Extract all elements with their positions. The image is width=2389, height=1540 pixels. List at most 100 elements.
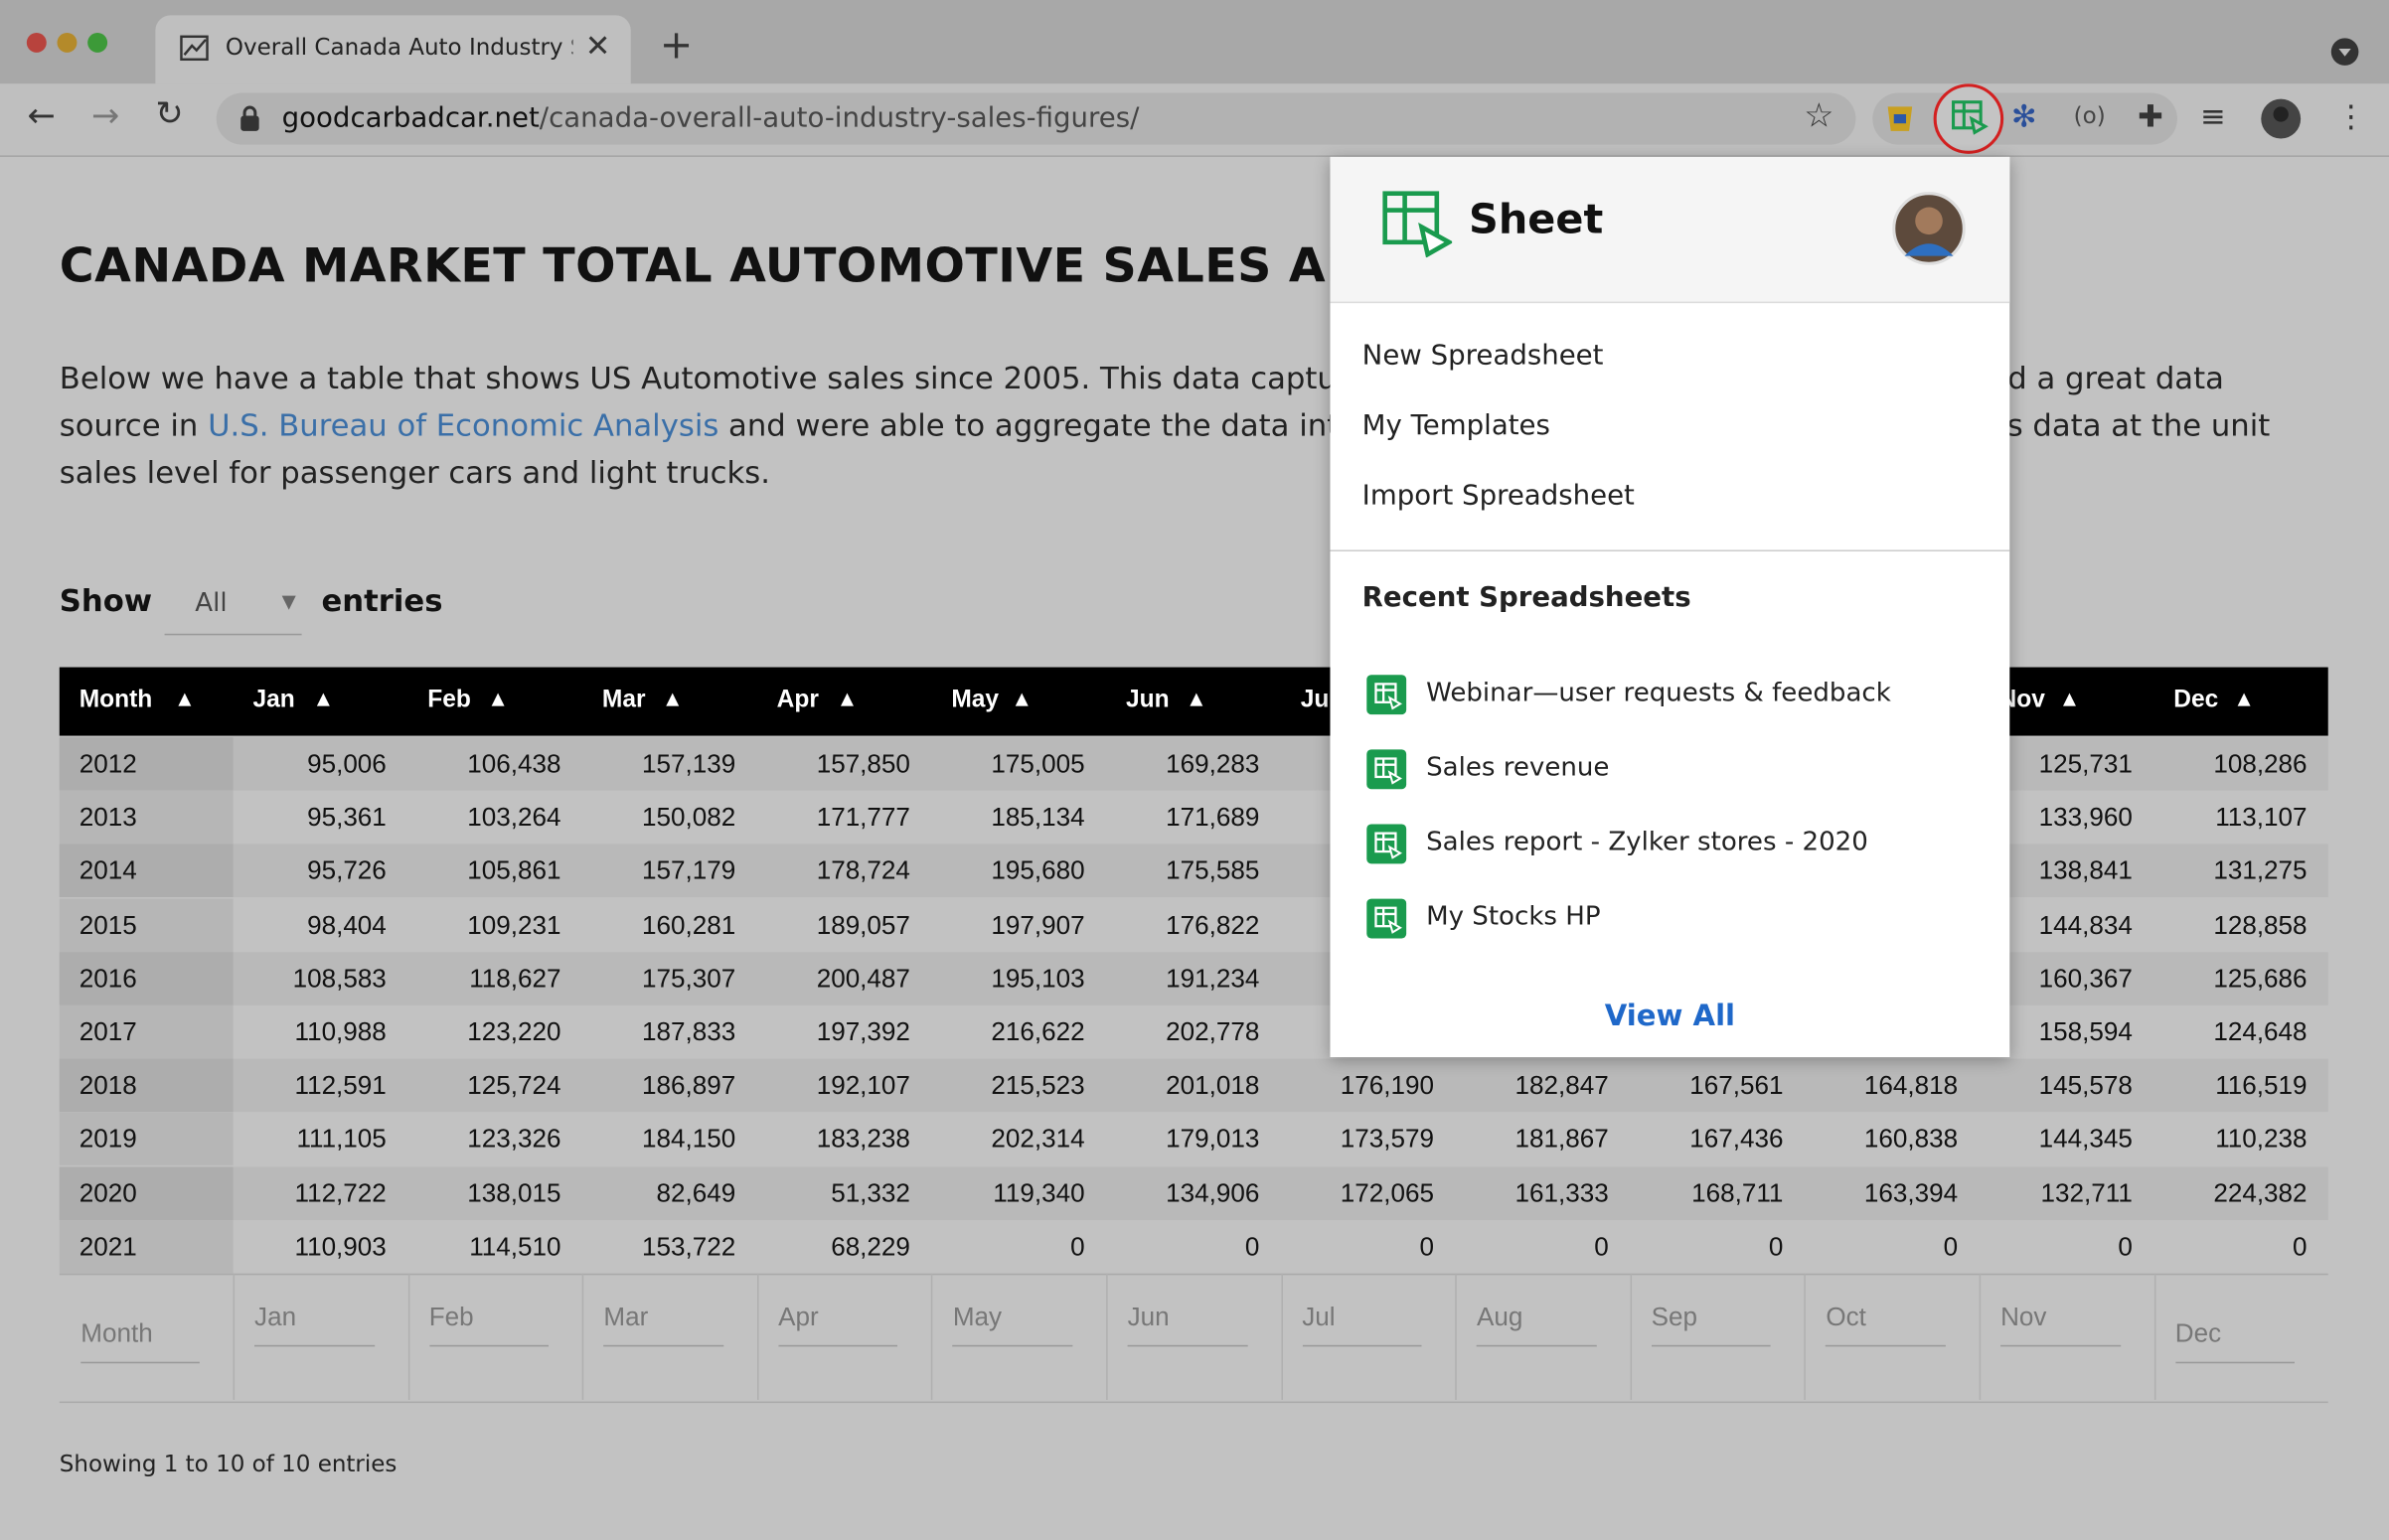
table-cell: 110,988 xyxy=(234,1017,387,1048)
bookmark-star[interactable]: ☆ xyxy=(1804,97,1833,135)
column-header[interactable]: Dec xyxy=(2173,687,2218,714)
user-avatar[interactable] xyxy=(1892,192,1966,265)
dropdown-arrow: ▼ xyxy=(282,591,296,612)
column-header[interactable]: May xyxy=(951,687,999,714)
column-divider xyxy=(1106,1274,1108,1400)
sheet-extension-icon[interactable] xyxy=(1932,82,2008,156)
table-cell: 0 xyxy=(1805,1232,1958,1263)
table-cell: 124,648 xyxy=(2153,1017,2307,1048)
reload-button[interactable]: ↻ xyxy=(155,96,183,134)
table-cell: 197,907 xyxy=(931,910,1084,941)
tab-search[interactable] xyxy=(2329,37,2360,68)
filter-input[interactable]: Apr xyxy=(778,1303,897,1346)
sheet-file-glyph xyxy=(1366,899,1406,939)
source-link[interactable]: U.S. Bureau of Economic Analysis xyxy=(208,406,718,443)
table-cell: 153,722 xyxy=(582,1232,735,1263)
table-cell: 168,711 xyxy=(1630,1178,1783,1209)
table-cell: 173,579 xyxy=(1281,1125,1434,1155)
table-cell: 114,510 xyxy=(407,1232,560,1263)
table-cell: 108,286 xyxy=(2153,749,2307,780)
table-cell: 95,726 xyxy=(234,856,387,887)
table-cell: 113,107 xyxy=(2153,803,2307,834)
column-header[interactable]: Month xyxy=(80,687,153,714)
column-header[interactable]: Jan xyxy=(253,687,295,714)
filter-input[interactable]: Aug xyxy=(1477,1303,1597,1346)
filter-input[interactable]: Nov xyxy=(2000,1303,2120,1346)
back-button[interactable]: ← xyxy=(28,97,56,135)
table-cell: 175,307 xyxy=(582,964,735,995)
table-cell: 145,578 xyxy=(1980,1071,2133,1102)
filter-input[interactable]: Sep xyxy=(1652,1303,1772,1346)
intro-text: nd a great data xyxy=(1989,360,2224,396)
column-divider xyxy=(2153,1274,2155,1400)
forward-button[interactable]: → xyxy=(91,97,119,135)
profile-avatar[interactable] xyxy=(2260,97,2303,140)
window-controls xyxy=(21,31,143,62)
recent-spreadsheet[interactable]: My Stocks HP xyxy=(1426,902,1601,933)
filter-input[interactable]: Jul xyxy=(1302,1303,1421,1346)
table-cell: 95,361 xyxy=(234,803,387,834)
table-cell: 184,150 xyxy=(582,1125,735,1155)
table-cell: 164,818 xyxy=(1805,1071,1958,1102)
table-cell: 2019 xyxy=(80,1125,137,1155)
recent-spreadsheet[interactable]: Webinar—user requests & feedback xyxy=(1426,678,1891,708)
filter-input[interactable]: Dec xyxy=(2175,1319,2295,1363)
table-cell: 125,724 xyxy=(407,1071,560,1102)
column-header[interactable]: Apr xyxy=(777,687,819,714)
menu-item[interactable]: New Spreadsheet xyxy=(1362,340,1604,372)
table-cell: 183,238 xyxy=(757,1125,910,1155)
filter-input[interactable]: Jun xyxy=(1128,1303,1248,1346)
filter-input[interactable]: Mar xyxy=(603,1303,722,1346)
filter-input[interactable]: Oct xyxy=(1826,1303,1945,1346)
table-cell: 112,722 xyxy=(234,1178,387,1209)
sort-arrow: ▲ xyxy=(1016,689,1029,708)
tab-close[interactable]: ✕ xyxy=(585,28,611,65)
intro-text: source in xyxy=(60,406,199,443)
entries-label: entries xyxy=(322,582,443,619)
table-cell: 118,627 xyxy=(407,964,560,995)
menu-item[interactable]: Import Spreadsheet xyxy=(1362,480,1635,512)
divider xyxy=(1330,549,2009,551)
sort-arrow: ▲ xyxy=(666,689,679,708)
table-cell: 161,333 xyxy=(1455,1178,1608,1209)
recent-spreadsheet[interactable]: Sales revenue xyxy=(1426,752,1609,783)
sheet-popup: Sheet Recent Spreadsheets View All New S… xyxy=(1330,157,2009,1057)
filter-input[interactable]: Feb xyxy=(429,1303,549,1346)
column-divider xyxy=(757,1274,759,1400)
table-cell: 202,314 xyxy=(931,1125,1084,1155)
popup-title: Sheet xyxy=(1469,197,1603,244)
table-cell: 0 xyxy=(1630,1232,1783,1263)
table-cell: 181,867 xyxy=(1455,1125,1608,1155)
recent-spreadsheet[interactable]: Sales report - Zylker stores - 2020 xyxy=(1426,828,1868,858)
column-header[interactable]: Jun xyxy=(1126,687,1170,714)
table-cell: 0 xyxy=(2153,1232,2307,1263)
table-cell: 116,519 xyxy=(2153,1071,2307,1102)
filter-input[interactable]: Jan xyxy=(254,1303,374,1346)
table-cell: 2016 xyxy=(80,964,137,995)
url: goodcarbadcar.net/canada-overall-auto-in… xyxy=(282,102,1140,134)
column-header[interactable]: Mar xyxy=(602,687,646,714)
table-cell: 82,649 xyxy=(582,1178,735,1209)
extensions-button[interactable]: ✚ xyxy=(2138,97,2163,134)
table-cell: 109,231 xyxy=(407,910,560,941)
filter-input[interactable]: Month xyxy=(80,1319,200,1363)
view-all-link[interactable]: View All xyxy=(1330,1000,2009,1033)
table-cell: 200,487 xyxy=(757,964,910,995)
table-cell: 187,833 xyxy=(582,1017,735,1048)
extension-icon[interactable] xyxy=(1885,103,1916,134)
column-header[interactable]: Feb xyxy=(427,687,471,714)
table-cell: 163,394 xyxy=(1805,1178,1958,1209)
intro-text: Below we have a table that shows US Auto… xyxy=(60,360,1383,396)
extension-icon[interactable]: ✻ xyxy=(2011,97,2037,134)
new-tab[interactable]: + xyxy=(660,23,693,69)
filter-input[interactable]: May xyxy=(953,1303,1072,1346)
menu-item[interactable]: My Templates xyxy=(1362,409,1550,441)
table-cell: 103,264 xyxy=(407,803,560,834)
menu-button[interactable]: ⋮ xyxy=(2335,97,2366,134)
show-label: Show xyxy=(60,582,152,619)
extension-icon[interactable]: (o) xyxy=(2074,102,2106,130)
table-cell: 178,724 xyxy=(757,856,910,887)
media-button[interactable]: ≡ xyxy=(2200,97,2226,134)
column-divider xyxy=(1805,1274,1807,1400)
tab-title: Overall Canada Auto Industry S xyxy=(226,34,573,62)
